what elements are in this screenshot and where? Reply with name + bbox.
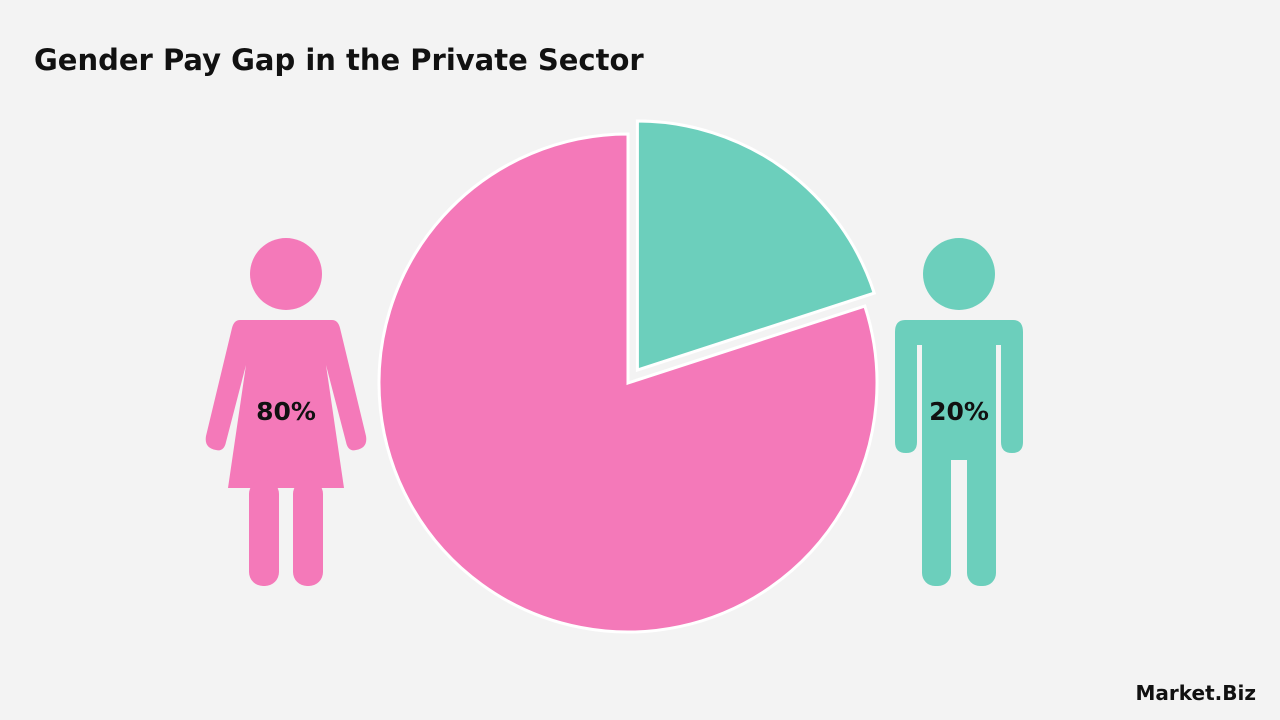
chart-title: Gender Pay Gap in the Private Sector: [34, 43, 644, 77]
woman-icon: [205, 238, 367, 586]
pie-slice: [377, 132, 879, 634]
value-label: 20%: [929, 397, 989, 426]
value-label: 80%: [256, 397, 316, 426]
pie-slice: [635, 119, 877, 373]
brand-logo: Market.Biz: [1136, 681, 1257, 705]
pie: [377, 119, 879, 634]
man-icon: [895, 238, 1023, 586]
